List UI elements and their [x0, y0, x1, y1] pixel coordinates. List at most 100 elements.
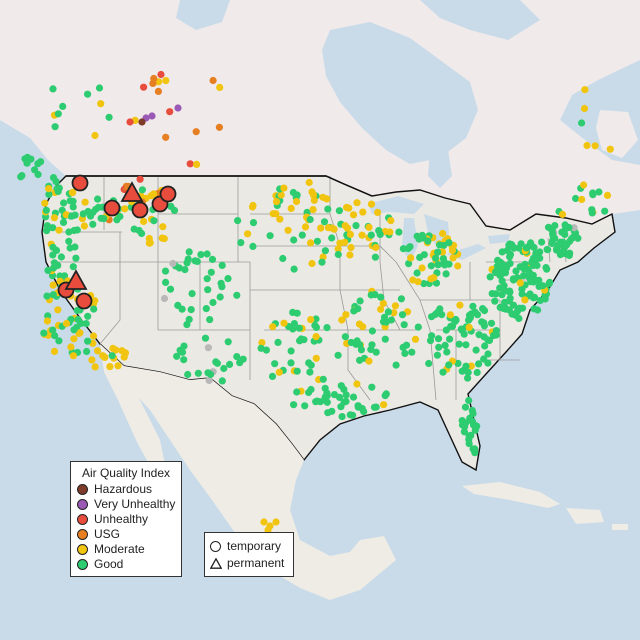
legend-item-moderate: Moderate — [77, 542, 145, 556]
station-marker — [187, 306, 195, 314]
station-marker — [484, 350, 492, 358]
station-marker — [239, 355, 247, 363]
station-marker — [70, 335, 78, 343]
station-marker — [518, 290, 526, 298]
station-marker — [49, 174, 58, 182]
station-marker — [494, 264, 502, 272]
station-marker — [382, 390, 390, 398]
station-marker — [347, 338, 355, 347]
station-marker — [54, 110, 62, 118]
station-marker — [472, 346, 480, 354]
station-marker — [581, 86, 589, 94]
station-marker — [583, 141, 591, 150]
station-marker — [469, 410, 477, 418]
station-marker — [343, 224, 352, 232]
station-marker — [194, 369, 202, 377]
station-marker — [44, 312, 52, 320]
station-marker — [292, 197, 301, 206]
legend-item-permanent: permanent — [210, 555, 284, 571]
station-marker — [295, 324, 303, 332]
station-marker — [480, 307, 489, 315]
station-marker — [138, 186, 146, 194]
station-marker — [289, 188, 297, 197]
station-marker — [413, 269, 421, 277]
station-marker — [506, 240, 514, 248]
station-marker — [99, 352, 107, 360]
station-marker — [312, 333, 320, 341]
station-marker — [321, 247, 329, 255]
station-marker — [342, 397, 350, 405]
station-marker — [601, 207, 609, 215]
station-marker — [51, 123, 59, 131]
hispaniola — [566, 508, 604, 524]
station-marker — [512, 267, 520, 275]
station-marker — [49, 224, 57, 232]
station-marker — [160, 235, 168, 243]
station-marker — [407, 254, 415, 262]
station-marker — [464, 368, 472, 376]
station-marker — [249, 242, 257, 250]
station-marker — [372, 403, 380, 411]
station-marker — [84, 90, 92, 98]
station-marker — [279, 254, 287, 263]
station-marker — [347, 243, 355, 252]
station-marker — [258, 339, 266, 347]
station-marker — [359, 208, 367, 216]
station-marker — [264, 526, 272, 534]
station-marker — [480, 355, 488, 363]
station-marker — [50, 259, 59, 267]
station-marker — [167, 202, 175, 210]
station-marker — [150, 217, 158, 225]
station-marker — [185, 248, 193, 256]
station-marker — [69, 352, 77, 360]
station-marker — [51, 332, 59, 340]
station-marker — [445, 361, 453, 369]
station-marker — [375, 227, 383, 235]
station-marker — [307, 239, 315, 247]
station-marker — [206, 316, 214, 324]
station-marker — [193, 160, 201, 168]
legend-swatch-good — [77, 558, 88, 570]
station-marker — [371, 291, 379, 299]
station-marker — [365, 357, 373, 365]
station-marker — [121, 205, 129, 213]
station-marker — [185, 315, 193, 323]
station-marker — [356, 341, 364, 349]
legend-label: temporary — [227, 539, 282, 553]
station-marker — [337, 403, 345, 411]
station-marker — [313, 237, 321, 245]
station-marker — [100, 215, 108, 223]
station-marker — [529, 254, 538, 262]
legend-label: Moderate — [94, 542, 145, 556]
us-border — [66, 175, 373, 197]
station-marker — [337, 382, 345, 390]
station-marker — [434, 261, 442, 269]
station-marker — [71, 243, 79, 251]
station-marker — [372, 348, 380, 356]
station-marker — [290, 320, 298, 328]
station-marker — [320, 218, 329, 226]
station-marker — [266, 232, 274, 240]
station-marker — [578, 195, 586, 204]
temporary-monitor-marker — [159, 185, 177, 203]
station-marker — [218, 283, 226, 291]
station-marker — [359, 323, 367, 331]
legend-label: Unhealthy — [94, 512, 149, 526]
mexico-land — [124, 366, 396, 600]
station-marker — [503, 246, 511, 255]
station-marker — [428, 313, 436, 321]
station-marker — [428, 332, 436, 340]
station-marker — [260, 518, 268, 526]
station-marker — [492, 290, 500, 298]
station-marker — [387, 217, 395, 225]
station-marker — [150, 74, 158, 83]
monitor-type-legend: temporary permanent — [204, 532, 294, 577]
station-marker — [67, 343, 75, 351]
station-marker — [330, 391, 339, 399]
station-marker — [377, 305, 385, 313]
cuba — [462, 482, 560, 508]
station-marker — [178, 305, 186, 313]
station-marker — [54, 187, 62, 196]
station-marker — [180, 356, 188, 364]
station-marker — [83, 347, 91, 356]
